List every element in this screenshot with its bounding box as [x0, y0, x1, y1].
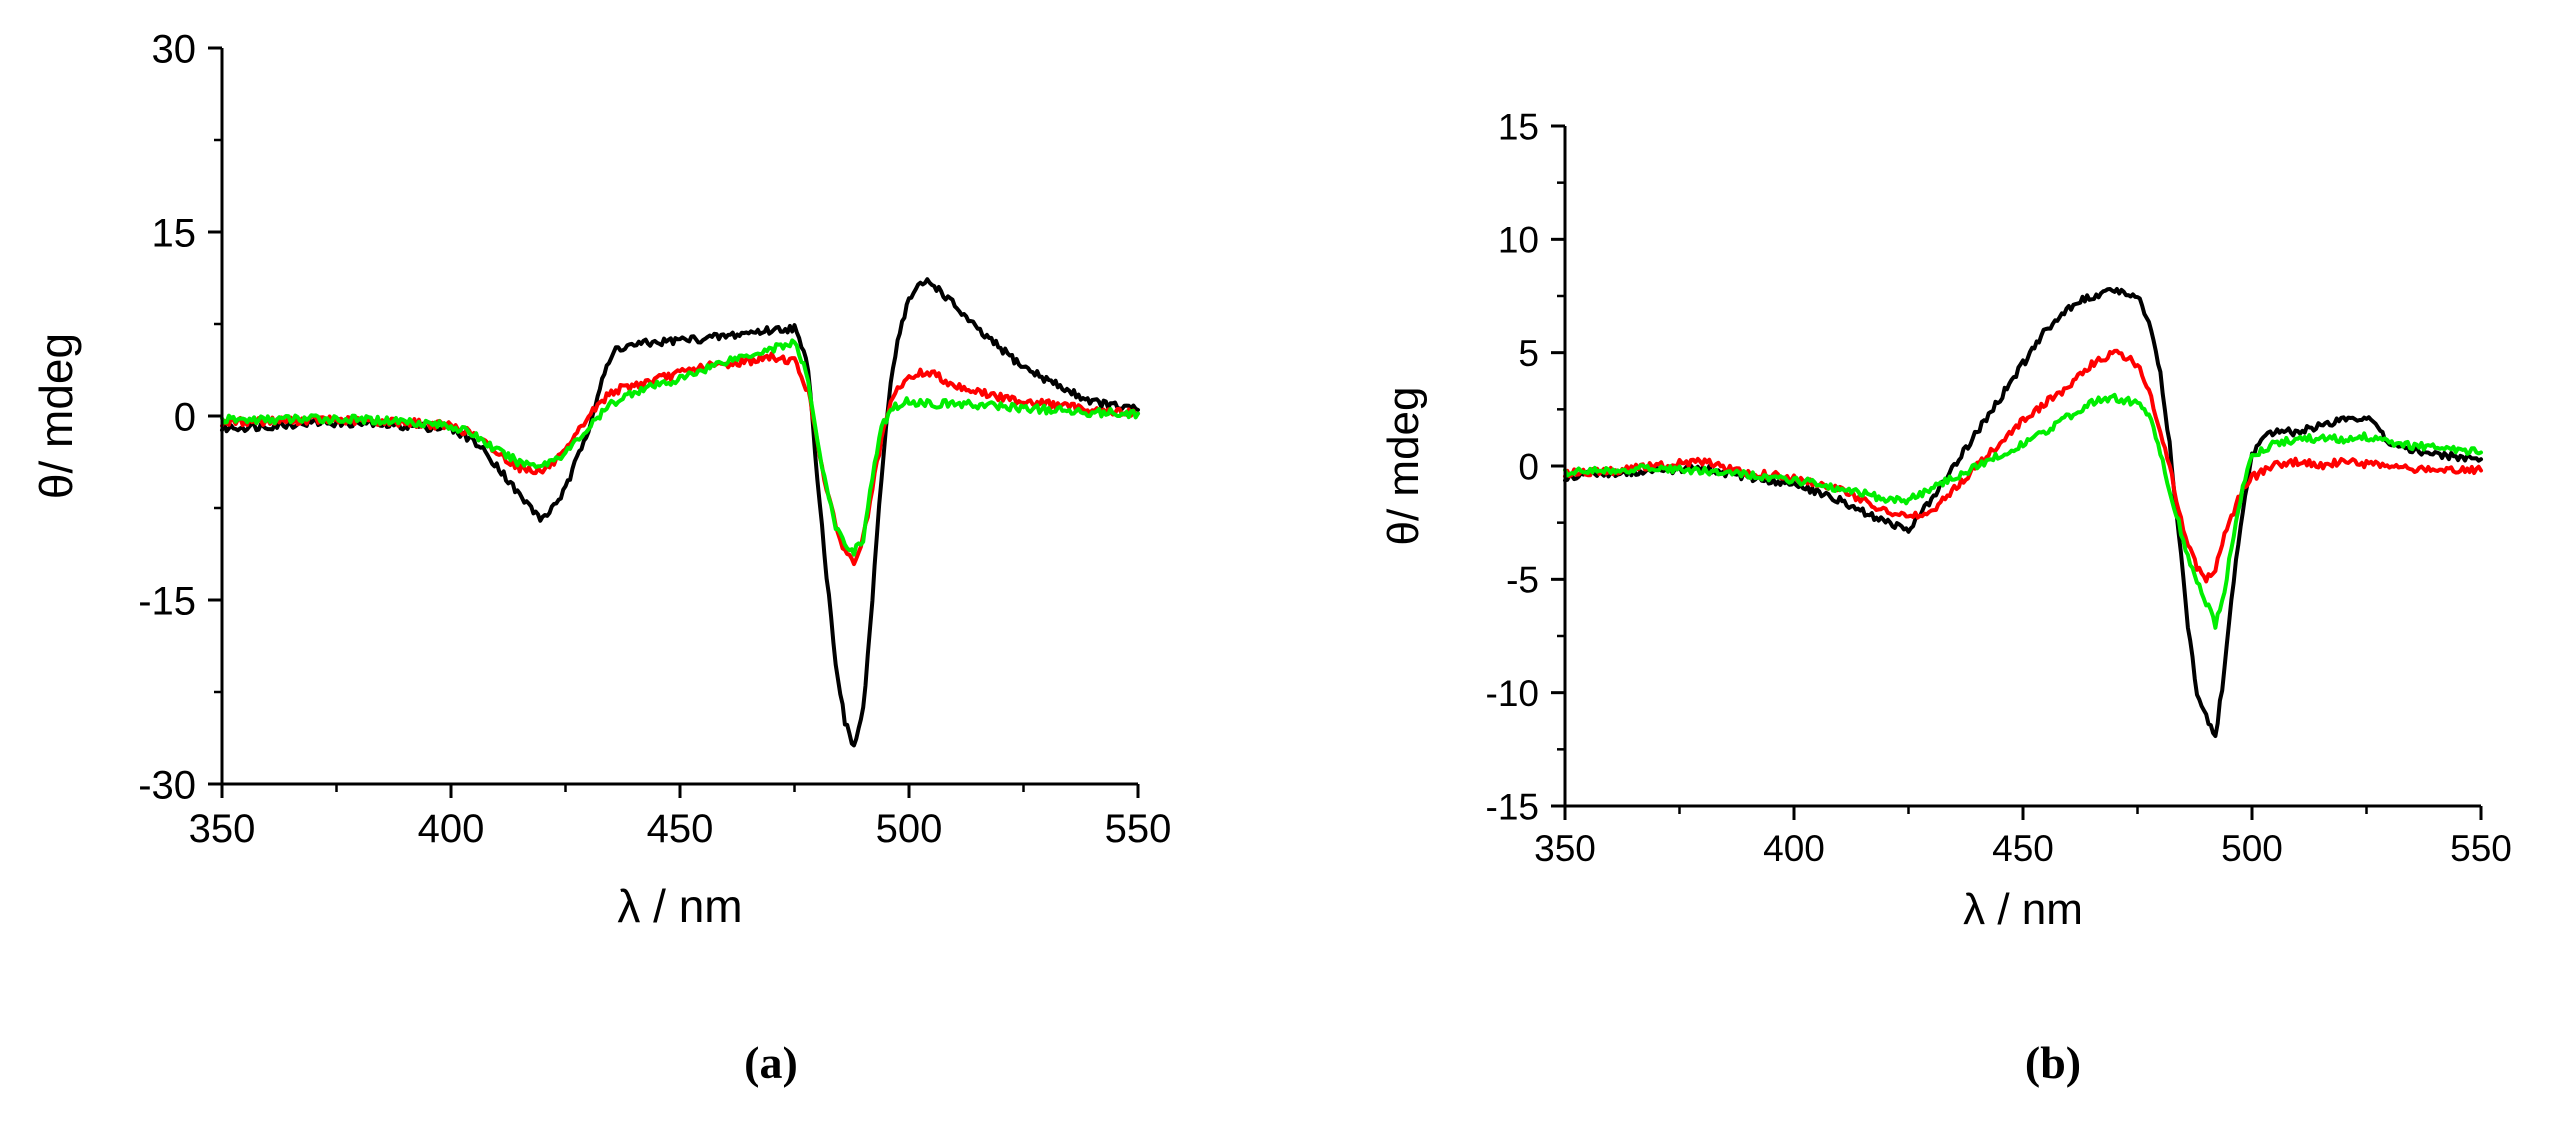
series-line-red-b — [1563, 348, 2483, 584]
y-tick-label-b-6: 15 — [1498, 106, 1539, 147]
x-tick-label-b-2: 450 — [1992, 828, 2054, 869]
y-tick-label-b-4: 5 — [1518, 333, 1539, 374]
x-tick-label-a-4: 550 — [1105, 807, 1172, 851]
y-tick-label-a-3: 15 — [152, 211, 197, 255]
y-tick-label-b-1: -10 — [1486, 673, 1539, 714]
panel-label-b: (b) — [2024, 1037, 2082, 1088]
x-tick-label-b-3: 500 — [2221, 828, 2283, 869]
x-tick-label-b-1: 400 — [1763, 828, 1825, 869]
series-line-black-b — [1563, 287, 2483, 738]
x-axis-label-a: λ / nm — [617, 880, 742, 932]
panel-label-a: (a) — [744, 1037, 798, 1088]
chart-panel-a: 350 400 450 500 550 -30 -15 0 15 30 λ / nm θ/ mdeg — [30, 27, 1171, 932]
y-tick-label-b-2: -5 — [1506, 560, 1539, 601]
series-line-green-b — [1563, 392, 2483, 630]
y-tick-label-b-0: -15 — [1486, 786, 1539, 827]
x-axis-label-b: λ / nm — [1963, 885, 2083, 934]
y-tick-label-a-2: 0 — [174, 395, 196, 439]
series-line-green-a — [220, 338, 1140, 557]
y-tick-label-a-0: -30 — [138, 763, 196, 807]
x-tick-label-b-4: 550 — [2450, 828, 2512, 869]
series-line-red-a — [220, 351, 1140, 567]
y-axis-label-b: θ/ mdeg — [1379, 387, 1428, 546]
x-tick-label-a-3: 500 — [876, 807, 943, 851]
x-tick-label-b-0: 350 — [1534, 828, 1596, 869]
y-tick-label-b-5: 10 — [1498, 220, 1539, 261]
y-axis-label-a: θ/ mdeg — [30, 333, 82, 499]
x-tick-label-a-2: 450 — [647, 807, 714, 851]
series-line-black-a — [220, 277, 1140, 748]
chart-panel-b: 350 400 450 500 550 -15 -10 -5 0 5 10 15 λ / nm θ/ md… — [1379, 106, 2512, 934]
x-tick-label-a-1: 400 — [418, 807, 485, 851]
x-tick-label-a-0: 350 — [189, 807, 256, 851]
y-tick-label-a-4: 30 — [152, 27, 197, 71]
y-tick-label-b-3: 0 — [1518, 446, 1539, 487]
y-tick-label-a-1: -15 — [138, 579, 196, 623]
